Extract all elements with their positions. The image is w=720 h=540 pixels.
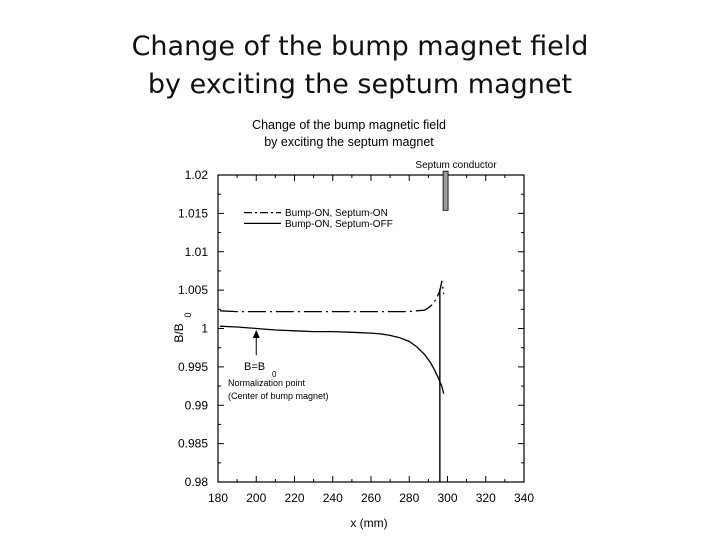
x-tick-label: 240 [323, 491, 343, 505]
y-tick-label: 0.995 [178, 360, 208, 374]
annotation-note-line2: (Center of bump magnet) [228, 391, 329, 401]
x-tick-label: 280 [399, 491, 419, 505]
legend-label-septum-on: Bump-ON, Septum-ON [285, 208, 388, 219]
y-tick-label: 1.015 [178, 206, 208, 220]
x-axis-label: x (mm) [350, 516, 387, 530]
series-lines [219, 280, 445, 394]
slide-title: Change of the bump magnet field by excit… [0, 28, 720, 104]
x-tick-label: 220 [284, 491, 304, 505]
y-tick-label: 0.985 [178, 437, 208, 451]
slide-title-line1: Change of the bump magnet field [131, 31, 589, 62]
y-tick-labels: 0.98 0.985 0.99 0.995 1 1.005 1.01 1.015 1.02 [178, 168, 208, 489]
plot-frame [217, 174, 525, 483]
septum-label: Septum conductor [415, 160, 497, 171]
y-tick-label: 1.02 [185, 168, 209, 182]
x-tick-label: 260 [361, 491, 381, 505]
y-axis-label-main: B/B [172, 323, 186, 342]
x-tick-label: 300 [437, 491, 457, 505]
x-tick-label: 320 [476, 491, 496, 505]
x-tick-label: 340 [514, 491, 534, 505]
x-tick-label: 180 [208, 491, 228, 505]
slide-title-line2: by exciting the septum magnet [147, 69, 573, 100]
annotation-label-main: B=B [244, 361, 265, 373]
y-axis-label-sub: 0 [183, 312, 193, 317]
septum-conductor: Septum conductor [415, 160, 497, 482]
chart-title-line1: Change of the bump magnetic field [252, 118, 446, 132]
y-tick-label: 1 [201, 322, 208, 336]
series-line-septum-on [219, 280, 445, 313]
legend-label-septum-off: Bump-ON, Septum-OFF [285, 219, 393, 230]
y-tick-label: 1.005 [178, 283, 208, 297]
chart-title-line2: by exciting the septum magnet [264, 135, 434, 149]
y-tick-label: 1.01 [185, 245, 209, 259]
y-axis-label: B/B 0 [172, 312, 193, 342]
x-tick-label: 200 [246, 491, 266, 505]
annotation-note-line1: Normalization point [228, 378, 306, 388]
y-tick-label: 0.99 [185, 398, 209, 412]
annotation-label-sub: 0 [272, 370, 277, 379]
series-line-septum-off [219, 325, 445, 394]
annotation-arrow-head [252, 330, 260, 339]
y-tick-label: 0.98 [185, 475, 209, 489]
x-tick-labels: 180 200 220 240 260 280 300 320 340 [208, 491, 534, 505]
septum-conductor-bar [442, 170, 449, 211]
